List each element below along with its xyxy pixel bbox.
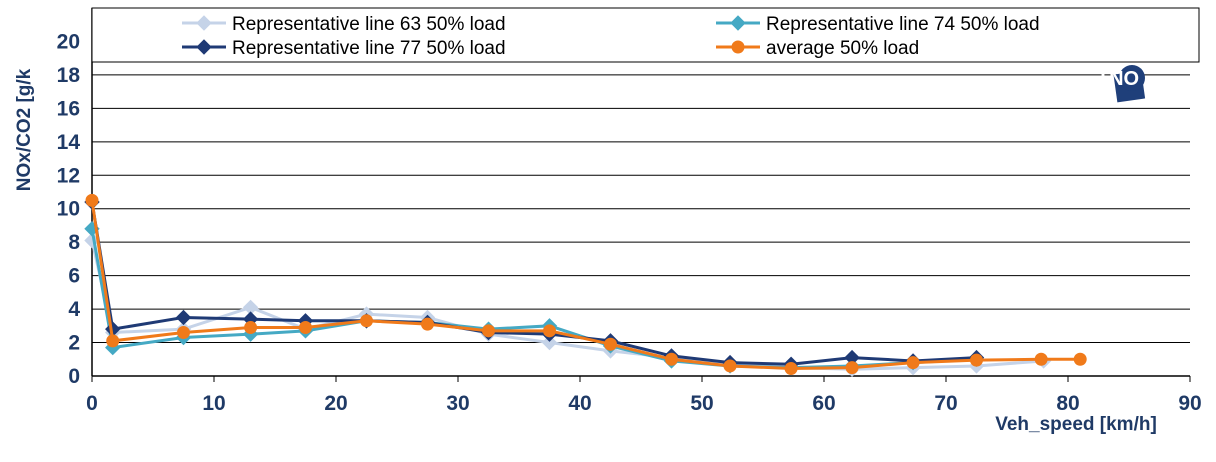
x-tick-label: 90 xyxy=(1178,392,1201,415)
legend-label: Representative line 77 50% load xyxy=(232,38,506,59)
y-tick-label: 12 xyxy=(57,164,80,187)
legend-label: average 50% load xyxy=(766,38,919,59)
x-tick-label: 0 xyxy=(86,392,98,415)
legend-marker xyxy=(196,15,212,31)
tno-logo: TNO xyxy=(1097,65,1146,103)
series-line xyxy=(90,240,1044,371)
y-tick-label: 18 xyxy=(57,64,81,87)
data-point xyxy=(421,317,434,331)
data-point xyxy=(482,324,495,338)
y-tick-label: 0 xyxy=(68,365,80,388)
legend-marker xyxy=(731,40,745,54)
legend-label: Representative line 74 50% load xyxy=(766,14,1040,35)
y-axis-label: NOx/CO2 [g/k xyxy=(14,68,35,191)
legend-label: Representative line 63 50% load xyxy=(232,14,506,35)
legend-item: average 50% load xyxy=(716,38,919,59)
legend-marker xyxy=(196,39,212,55)
y-tick-label: 20 xyxy=(57,30,80,53)
data-point xyxy=(177,326,190,340)
data-point xyxy=(784,361,798,375)
ticks: 0 2 4 6 8 10 12 14 16 18 20 0 10 20 30 40 50 60 70 80 90 xyxy=(57,30,1202,415)
x-tick-label: 40 xyxy=(568,392,591,415)
y-tick-label: 10 xyxy=(57,198,80,221)
axes xyxy=(91,8,1191,382)
series-line xyxy=(90,201,977,366)
x-tick-label: 70 xyxy=(934,392,957,415)
series-3 xyxy=(84,194,985,372)
legend-marker xyxy=(730,15,746,31)
grid xyxy=(92,40,1190,344)
y-tick-label: 14 xyxy=(57,131,81,154)
data-point xyxy=(244,320,258,334)
legend-box xyxy=(91,7,1200,63)
legend-item: Representative line 77 50% load xyxy=(182,38,506,59)
y-tick-label: 16 xyxy=(57,97,80,120)
tno-logo-circle xyxy=(1119,65,1145,91)
x-tick-label: 30 xyxy=(446,392,469,415)
y-tick-label: 2 xyxy=(68,332,80,355)
data-point xyxy=(85,193,99,207)
data-point xyxy=(106,334,120,348)
data-point xyxy=(845,361,859,375)
y-tick-label: 6 xyxy=(68,265,80,288)
legend: Representative line 63 50% load Represent… xyxy=(182,14,1040,59)
series-4 xyxy=(85,193,1087,375)
data-point xyxy=(543,324,556,338)
legend-item: Representative line 63 50% load xyxy=(182,14,506,35)
x-axis-label: Veh_speed [km/h] xyxy=(995,414,1157,435)
x-tick-label: 50 xyxy=(690,392,713,415)
data-point xyxy=(541,334,558,351)
data-point xyxy=(1073,352,1087,366)
series-1 xyxy=(84,232,1052,378)
x-tick-label: 20 xyxy=(324,392,347,415)
data-point xyxy=(906,356,920,370)
data-point xyxy=(970,353,983,367)
legend-item: Representative line 74 50% load xyxy=(716,14,1040,35)
series-2 xyxy=(84,221,985,376)
x-tick-label: 10 xyxy=(202,392,225,415)
y-tick-label: 8 xyxy=(68,231,80,254)
x-tick-label: 80 xyxy=(1056,392,1079,415)
series-group xyxy=(84,193,1087,378)
series-line xyxy=(90,200,1081,370)
data-point xyxy=(1034,352,1048,366)
y-tick-label: 4 xyxy=(68,298,80,321)
data-point xyxy=(175,309,192,326)
data-point xyxy=(604,337,617,351)
tno-logo-text: TNO xyxy=(1097,68,1139,90)
x-tick-label: 60 xyxy=(812,392,835,415)
data-point xyxy=(665,352,678,366)
series-line xyxy=(90,228,977,370)
data-point xyxy=(299,320,312,334)
data-point xyxy=(360,314,373,328)
data-point xyxy=(723,359,737,373)
